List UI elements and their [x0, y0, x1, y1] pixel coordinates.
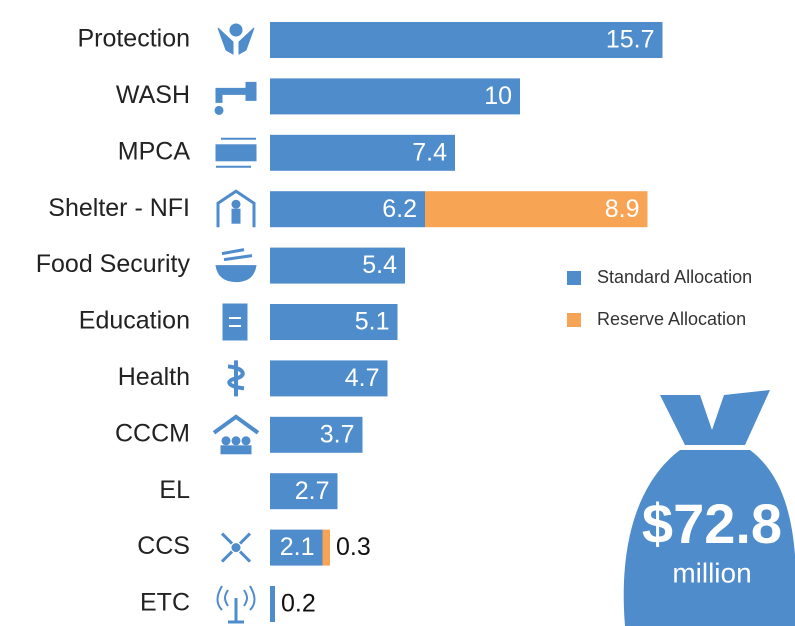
value-label: 0.2: [281, 590, 316, 618]
icon-part: [222, 303, 248, 341]
total-amount: $72.8: [642, 492, 782, 555]
bar-segment: [270, 78, 520, 115]
bar-segment: [270, 304, 398, 340]
icon-part: [229, 317, 241, 327]
icon-part: [221, 248, 253, 262]
legend-swatch: [567, 313, 581, 327]
icon-part: [220, 445, 252, 455]
category-label: EL: [159, 476, 190, 504]
category-icon: [216, 189, 256, 228]
category-icon: [212, 414, 260, 455]
category-icon: [214, 81, 257, 115]
icon-part: [216, 137, 256, 168]
value-label: 8.9: [605, 195, 640, 223]
category-label: ETC: [140, 589, 190, 617]
value-label: 4.7: [345, 364, 380, 392]
icon-part: [220, 532, 252, 563]
icon-part: [227, 360, 245, 397]
category-icon: [227, 360, 245, 397]
bar-segment: [270, 529, 323, 566]
category-label: WASH: [116, 81, 190, 109]
bar-segment: [270, 586, 275, 622]
value-label: 5.1: [355, 308, 390, 336]
icon-part: [212, 414, 260, 435]
icon-part: [215, 144, 257, 162]
icon-part: [231, 543, 241, 553]
category-label: Health: [118, 363, 190, 391]
bar-segment: [270, 247, 405, 284]
category-label: CCS: [137, 532, 190, 560]
category-icon: [220, 532, 252, 563]
bar-segment: [270, 191, 425, 228]
legend-label: Reserve Allocation: [597, 309, 746, 329]
icon-part: [214, 105, 224, 115]
icon-part: [231, 199, 241, 209]
bar-segment: [270, 22, 663, 58]
icon-part: [216, 585, 256, 611]
bar-segment: [270, 416, 363, 453]
value-label: 0.3: [336, 533, 371, 561]
value-label: 2.1: [280, 533, 315, 561]
category-icon: [215, 137, 257, 168]
category-icon: [216, 585, 256, 624]
value-label: 7.4: [412, 138, 447, 166]
bar-segment: [270, 360, 388, 397]
category-label: CCCM: [115, 419, 190, 447]
value-label: 6.2: [382, 195, 417, 223]
icon-part: [241, 436, 251, 446]
legend-label: Standard Allocation: [597, 267, 752, 287]
total-unit: million: [672, 557, 751, 588]
bar-segment: [270, 473, 338, 510]
icon-part: [229, 23, 243, 37]
icon-part: [215, 265, 257, 283]
category-label: Food Security: [36, 250, 191, 278]
icon-part: [221, 436, 231, 446]
money-bag: [623, 390, 795, 626]
icon-part: [231, 208, 241, 224]
bar-segment: [322, 529, 330, 566]
category-icon: [215, 248, 257, 283]
icon-part: [215, 81, 257, 103]
bar-segment: [270, 134, 455, 171]
category-icon: [222, 303, 248, 341]
value-label: 3.7: [320, 420, 355, 448]
value-label: 5.4: [362, 251, 397, 279]
category-label: Education: [79, 307, 190, 335]
category-label: Protection: [77, 25, 190, 53]
category-icon: [217, 23, 255, 55]
value-label: 10: [484, 82, 512, 110]
icon-part: [216, 189, 256, 228]
legend-swatch: [567, 271, 581, 285]
bar-segment: [425, 191, 648, 228]
category-label: MPCA: [118, 137, 191, 165]
icon-part: [217, 27, 255, 55]
icon-part: [231, 436, 241, 446]
category-label: Shelter - NFI: [48, 194, 190, 222]
value-label: 2.7: [295, 477, 330, 505]
icon-part: [228, 598, 244, 624]
value-label: 15.7: [606, 26, 655, 54]
